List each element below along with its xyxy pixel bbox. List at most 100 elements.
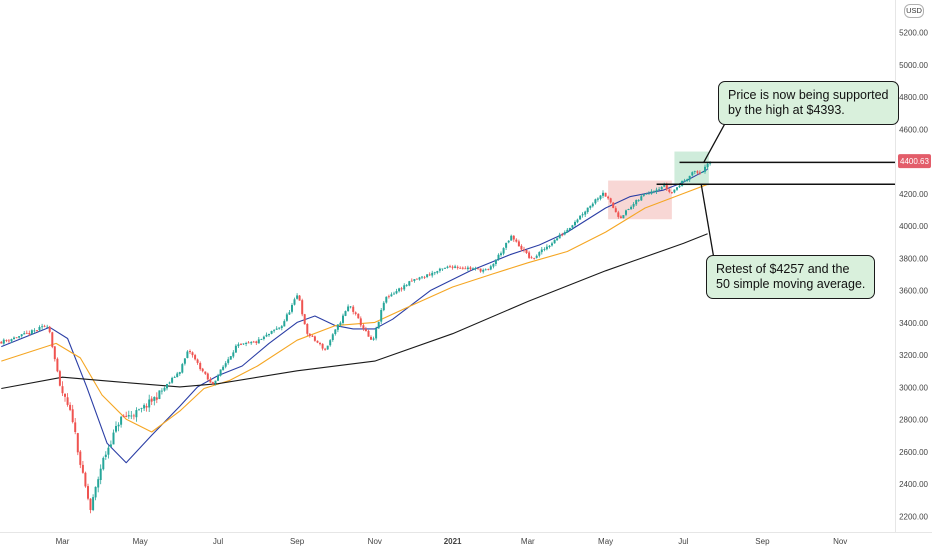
- time-axis[interactable]: Mar May Jul Sep Nov 2021 Mar May Jul Sep Nov: [56, 537, 848, 546]
- candle-body-55: [140, 408, 143, 409]
- price-tick-label: 2400.00: [899, 480, 928, 489]
- candle-body-22: [56, 358, 59, 372]
- candle-body-211: [538, 252, 541, 256]
- candle-body-118: [301, 300, 304, 315]
- candle-body-182: [464, 268, 467, 270]
- candle-body-66: [168, 382, 171, 384]
- price-tick-label: 3000.00: [899, 383, 928, 392]
- candle-body-174: [444, 267, 446, 269]
- candle-body-250: [637, 200, 640, 201]
- candle-body-87: [222, 366, 225, 370]
- candle-body-243: [619, 216, 622, 218]
- candle-body-98: [250, 342, 253, 344]
- currency-badge[interactable]: USD: [904, 4, 924, 18]
- candle-body-147: [375, 328, 378, 339]
- candle-body-61: [155, 397, 158, 400]
- candle-body-165: [421, 276, 423, 278]
- candle-body-197: [502, 248, 505, 254]
- annotation-retest: Retest of $4257 and the 50 simple moving…: [706, 255, 876, 299]
- price-tick-label: 3800.00: [899, 254, 928, 263]
- price-tick-label: 5000.00: [899, 61, 928, 70]
- candle-body-276: [704, 166, 706, 172]
- candle-body-42: [107, 447, 110, 455]
- current-price-box: [898, 154, 931, 169]
- candle-body-10: [25, 332, 28, 334]
- candle-body-45: [115, 426, 117, 432]
- price-tick-label: 4800.00: [899, 93, 928, 102]
- candle-body-28: [71, 409, 74, 422]
- candle-body-200: [510, 235, 513, 241]
- candle-body-270: [688, 175, 691, 180]
- candle-body-93: [237, 344, 240, 347]
- candle-body-277: [706, 163, 709, 168]
- candle-body-80: [204, 371, 207, 374]
- candle-body-172: [438, 268, 441, 271]
- candle-body-89: [227, 359, 230, 363]
- candle-body-199: [507, 240, 510, 243]
- candle-body-242: [617, 212, 620, 217]
- candle-body-111: [283, 321, 286, 327]
- candle-body-31: [79, 451, 82, 465]
- candle-body-94: [240, 344, 242, 345]
- candle-body-18: [46, 326, 49, 328]
- candle-body-26: [66, 397, 69, 405]
- candle-body-196: [500, 253, 502, 256]
- candle-body-175: [446, 266, 449, 268]
- candle-body-52: [132, 415, 135, 417]
- candle-body-139: [354, 312, 357, 314]
- price-tick-label: 4600.00: [899, 126, 928, 135]
- candle-body-77: [196, 359, 199, 363]
- candle-body-212: [540, 249, 543, 253]
- price-tick-label: 2200.00: [899, 512, 928, 521]
- price-tick-label: 3600.00: [899, 287, 928, 296]
- candle-body-134: [342, 315, 344, 323]
- candle-body-121: [308, 333, 311, 336]
- candle-body-158: [403, 285, 406, 290]
- candle-body-41: [104, 454, 107, 457]
- candle-body-92: [234, 345, 237, 353]
- candle-body-162: [413, 279, 416, 281]
- candle-body-105: [268, 333, 270, 336]
- candle-body-273: [696, 171, 699, 173]
- candle-body-114: [291, 305, 293, 312]
- candle-body-140: [357, 313, 360, 319]
- candle-body-67: [171, 377, 174, 383]
- candle-body-59: [150, 398, 153, 402]
- candle-body-116: [296, 295, 299, 299]
- candle-body-128: [326, 345, 329, 350]
- candle-body-40: [102, 457, 105, 470]
- current-price-label: 4400.63: [900, 157, 929, 166]
- candle-body-135: [344, 311, 347, 316]
- candle-body-16: [41, 326, 44, 328]
- candle-body-236: [602, 192, 604, 196]
- candle-body-226: [576, 219, 579, 223]
- candle-body-6: [15, 337, 18, 339]
- price-tick-label: 5200.00: [899, 29, 928, 38]
- candle-body-126: [321, 343, 324, 349]
- candle-body-124: [316, 340, 319, 343]
- candle-body-136: [347, 306, 350, 311]
- candle-body-203: [517, 241, 520, 247]
- price-tick-label: 2800.00: [899, 416, 928, 425]
- candle-body-57: [145, 406, 148, 408]
- candle-body-177: [451, 266, 454, 268]
- candle-body-19: [48, 326, 51, 333]
- candle-body-30: [76, 433, 79, 453]
- price-axis[interactable]: 2200.00 2400.00 2600.00 2800.00 3000.00 3200.…: [899, 29, 928, 522]
- annotation-arrows: [700, 117, 729, 260]
- candle-body-254: [647, 193, 650, 195]
- candle-body-125: [319, 343, 321, 345]
- annotation-support: Price is now being supported by the high…: [718, 81, 899, 125]
- candle-body-54: [138, 409, 140, 411]
- moving-average-line-0: [1, 168, 708, 464]
- candle-body-192: [489, 266, 492, 270]
- candle-body-13: [33, 330, 36, 332]
- candle-body-249: [635, 200, 638, 205]
- candle-body-48: [122, 415, 125, 417]
- candle-body-122: [311, 335, 314, 337]
- candle-body-167: [426, 274, 429, 277]
- candle-body-63: [160, 390, 163, 392]
- candle-body-39: [99, 468, 102, 480]
- time-tick-label: Mar: [521, 537, 535, 546]
